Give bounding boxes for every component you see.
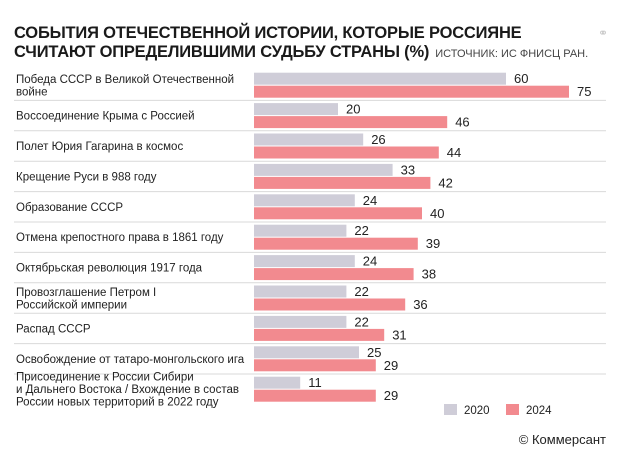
value-label-2024: 42 — [438, 175, 452, 190]
bar-2020 — [254, 72, 506, 85]
bar-2020 — [254, 255, 355, 268]
value-label-2024: 46 — [455, 115, 469, 130]
value-label-2020: 24 — [363, 193, 377, 208]
value-label-2020: 33 — [401, 162, 415, 177]
bar-2024 — [254, 207, 422, 220]
category-label: Октябрьская революция 1917 года — [16, 263, 203, 275]
bar-2024 — [254, 116, 448, 129]
category-label: Победа СССР в Великой Отечественной войне — [16, 74, 234, 99]
bar-2024 — [254, 237, 418, 250]
bar-2020 — [254, 194, 355, 207]
chart-source: Источник: ИС ФНИСЦ РАН. — [435, 48, 589, 60]
publisher-credit: © Коммерсант — [518, 432, 606, 447]
bar-2024 — [254, 85, 569, 98]
bar-2020 — [254, 133, 364, 146]
bar-2020 — [254, 346, 359, 359]
category-label: Воссоединение Крыма с Россией — [16, 111, 195, 123]
bar-2020 — [254, 376, 301, 389]
legend-label-2020: 2020 — [464, 405, 490, 417]
bar-2024 — [254, 176, 431, 189]
value-label-2020: 25 — [367, 345, 381, 360]
value-label-2020: 22 — [354, 314, 368, 329]
bar-2020 — [254, 163, 393, 176]
value-label-2020: 60 — [514, 71, 528, 86]
value-label-2020: 20 — [346, 102, 360, 117]
value-label-2024: 75 — [577, 84, 591, 99]
category-label: Провозглашение Петром I Российской импери… — [16, 287, 156, 312]
bar-2024 — [254, 146, 439, 159]
bar-2024 — [254, 268, 414, 281]
bar-2024 — [254, 328, 385, 341]
category-label: Полет Юрия Гагарина в космос — [16, 141, 183, 153]
bar-2020 — [254, 315, 347, 328]
legend-swatch-2024 — [506, 404, 519, 415]
bar-2024 — [254, 389, 376, 402]
category-label: Присоединение к России Сибири и Дальнего … — [16, 372, 239, 409]
share-icon[interactable]: ⚭ — [597, 26, 609, 40]
value-label-2020: 22 — [354, 284, 368, 299]
category-label: Освобождение от татаро-монгольского ига — [16, 354, 245, 366]
bar-2020 — [254, 224, 347, 237]
value-label-2024: 36 — [413, 297, 427, 312]
chart-header: События отечественной истории, которые р… — [14, 24, 604, 64]
value-label-2024: 39 — [426, 236, 440, 251]
value-label-2024: 38 — [422, 267, 436, 282]
category-label: Распад СССР — [16, 323, 91, 335]
bar-2020 — [254, 103, 338, 116]
value-label-2020: 26 — [371, 132, 385, 147]
category-label: Образование СССР — [16, 202, 123, 214]
value-label-2024: 29 — [384, 358, 398, 373]
bar-2024 — [254, 359, 376, 372]
bar-2020 — [254, 285, 347, 298]
value-label-2020: 22 — [354, 223, 368, 238]
legend-swatch-2020 — [444, 404, 457, 415]
value-label-2020: 11 — [308, 375, 322, 390]
chart-title: События отечественной истории, которые р… — [14, 24, 522, 61]
value-label-2020: 24 — [363, 254, 377, 269]
category-label: Отмена крепостного права в 1861 году — [16, 232, 224, 244]
value-label-2024: 29 — [384, 388, 398, 403]
value-label-2024: 44 — [447, 145, 461, 160]
category-label: Крещение Руси в 988 году — [16, 171, 157, 183]
bar-2024 — [254, 298, 406, 311]
value-label-2024: 40 — [430, 206, 444, 221]
value-label-2024: 31 — [392, 327, 406, 342]
legend-label-2024: 2024 — [526, 405, 552, 417]
